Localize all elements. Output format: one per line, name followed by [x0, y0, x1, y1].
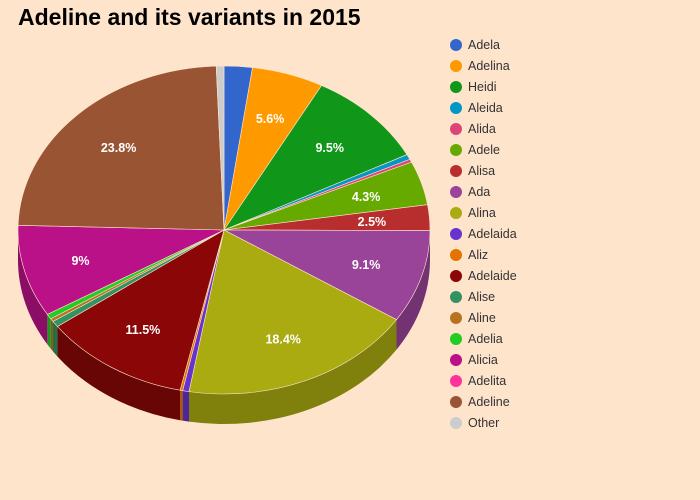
pie-side-alise	[52, 321, 58, 357]
legend-label-adeline: Adeline	[468, 395, 510, 410]
pie-slice-adeline[interactable]	[17, 65, 225, 231]
legend-label-aleida: Aleida	[468, 100, 503, 115]
legend-label-adela: Adela	[468, 37, 500, 52]
pie-label-alicia: 9%	[71, 254, 89, 268]
pie-label-adele: 4.3%	[352, 190, 381, 204]
legend-item-alicia[interactable]: Alicia	[450, 350, 517, 371]
legend-label-other: Other	[468, 416, 500, 431]
legend-label-alisa: Alisa	[468, 163, 496, 178]
legend-swatch-alisa	[450, 164, 462, 177]
pie-slice-heidi[interactable]	[223, 85, 408, 231]
legend-swatch-adelaide	[450, 270, 462, 283]
pie-label-adeline: 23.8%	[101, 141, 136, 155]
legend-label-aliz: Aliz	[468, 247, 489, 262]
pie-labels: 5.6% 9.5% 4.3% 2.5% 9.1% 18.4% 11.5% 9% 23.8%	[71, 112, 386, 346]
legend-item-aleida[interactable]: Aleida	[450, 97, 517, 118]
pie-label-alisa: 2.5%	[358, 215, 387, 229]
legend-item-adele[interactable]: Adele	[450, 139, 517, 160]
legend-item-alise[interactable]: Alise	[450, 287, 517, 308]
legend-label-alicia: Alicia	[468, 353, 498, 368]
pie-slice-adelaide[interactable]	[56, 229, 225, 391]
legend-item-adelaide[interactable]: Adelaide	[450, 266, 517, 287]
pie-side-aline	[50, 318, 53, 352]
pie-label-alina: 18.4%	[265, 332, 300, 346]
legend-label-adelaide: Adelaide	[468, 269, 517, 284]
pie-slices	[17, 65, 431, 395]
pie-side-alina	[189, 319, 397, 424]
pie-label-adelina: 5.6%	[256, 112, 285, 126]
legend-swatch-ada	[450, 185, 462, 198]
pie-side-aliz	[180, 390, 183, 421]
legend-item-adelita[interactable]: Adelita	[450, 371, 517, 392]
pie-side-adelaide	[57, 326, 181, 421]
legend-label-adelina: Adelina	[468, 58, 510, 73]
legend-item-adelia[interactable]: Adelia	[450, 329, 517, 350]
legend-swatch-adela	[450, 38, 462, 51]
legend-item-adela[interactable]: Adela	[450, 34, 517, 55]
pie-slice-ada[interactable]	[223, 229, 431, 321]
legend-swatch-aleida	[450, 101, 462, 114]
legend-label-heidi: Heidi	[468, 79, 497, 94]
legend-swatch-adeline	[450, 396, 462, 409]
legend-swatch-adelia	[450, 333, 462, 346]
legend-item-alina[interactable]: Alina	[450, 202, 517, 223]
pie-slice-alina[interactable]	[188, 229, 397, 395]
legend-item-adelina[interactable]: Adelina	[450, 55, 517, 76]
pie-slice-other[interactable]	[215, 65, 225, 231]
pie-side-ada	[396, 230, 430, 350]
legend-item-heidi[interactable]: Heidi	[450, 76, 517, 97]
legend-swatch-adelina	[450, 59, 462, 72]
legend-item-other[interactable]: Other	[450, 413, 517, 434]
pie-side-adelaida	[182, 390, 190, 422]
pie-label-adelaide: 11.5%	[126, 323, 161, 337]
legend-swatch-aliz	[450, 248, 462, 261]
pie-slice-alicia[interactable]	[17, 225, 225, 315]
pie-label-ada: 9.1%	[352, 258, 381, 272]
legend-swatch-alida	[450, 122, 462, 135]
legend-swatch-alise	[450, 291, 462, 304]
legend-swatch-aline	[450, 312, 462, 325]
legend-label-alise: Alise	[468, 290, 496, 305]
legend-swatch-alina	[450, 206, 462, 219]
pie-side-adelia	[47, 314, 51, 349]
pie-label-heidi: 9.5%	[315, 141, 344, 155]
legend-swatch-adelaida	[450, 227, 462, 240]
legend-item-ada[interactable]: Ada	[450, 181, 517, 202]
legend-swatch-alicia	[450, 354, 462, 367]
legend-label-ada: Ada	[468, 184, 491, 199]
legend-item-alisa[interactable]: Alisa	[450, 160, 517, 181]
legend-item-alida[interactable]: Alida	[450, 118, 517, 139]
legend-label-adelita: Adelita	[468, 374, 507, 389]
legend-label-adele: Adele	[468, 142, 500, 157]
legend-label-alida: Alida	[468, 121, 496, 136]
legend: Adela Adelina Heidi Aleida Alida Adele Alisa Ad…	[450, 34, 517, 434]
pie-sides	[18, 230, 430, 424]
legend-swatch-adele	[450, 143, 462, 156]
legend-label-adelia: Adelia	[468, 332, 503, 347]
legend-label-alina: Alina	[468, 205, 496, 220]
legend-item-adeline[interactable]: Adeline	[450, 392, 517, 413]
legend-label-adelaida: Adelaida	[468, 226, 517, 241]
chart-title: Adeline and its variants in 2015	[18, 4, 361, 30]
legend-label-aline: Aline	[468, 311, 496, 326]
legend-item-adelaida[interactable]: Adelaida	[450, 223, 517, 244]
legend-item-aline[interactable]: Aline	[450, 308, 517, 329]
legend-swatch-adelita	[450, 375, 462, 388]
legend-item-aliz[interactable]: Aliz	[450, 244, 517, 265]
legend-swatch-other	[450, 417, 462, 430]
pie-side-alicia	[18, 230, 48, 345]
legend-swatch-heidi	[450, 80, 462, 93]
